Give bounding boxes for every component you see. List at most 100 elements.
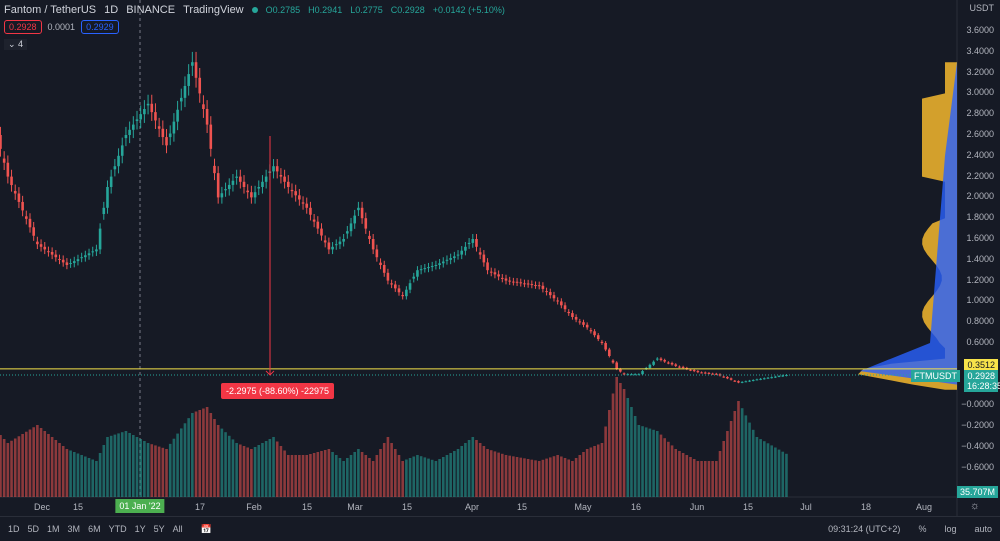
settings-icon[interactable]: ☼ xyxy=(969,500,980,512)
candle xyxy=(198,77,202,94)
log-toggle[interactable]: log xyxy=(944,524,957,534)
y-tick-label: −0.6000 xyxy=(961,461,994,472)
volume-bar xyxy=(224,432,227,497)
bottom-toolbar: 1D 5D 1M 3M 6M YTD 1Y 5Y All 📅 09:31:24 (UTC+2) … xyxy=(0,516,1000,541)
candle xyxy=(600,341,604,343)
volume-bar xyxy=(563,458,567,497)
candle xyxy=(179,97,183,102)
volume-bar xyxy=(231,439,235,497)
interval: 1D xyxy=(104,4,119,16)
volume-bar xyxy=(349,455,353,497)
candle xyxy=(135,119,139,121)
price-chart[interactable] xyxy=(0,0,1000,516)
range-1y[interactable]: 1Y xyxy=(134,524,146,534)
buy-button[interactable]: 0.2929 xyxy=(81,20,119,34)
candle xyxy=(6,162,10,177)
volume-bar xyxy=(471,437,475,497)
volume-bar xyxy=(630,407,633,497)
volume-bar xyxy=(611,393,615,497)
range-1d[interactable]: 1D xyxy=(8,524,20,534)
candle xyxy=(681,366,685,368)
candle xyxy=(567,311,571,314)
volume-bar xyxy=(700,461,703,497)
candle xyxy=(508,280,511,282)
volume-bar xyxy=(552,456,556,497)
volume-bar xyxy=(172,438,176,497)
candle xyxy=(54,254,58,258)
candle xyxy=(537,285,541,287)
volume-bar xyxy=(486,449,489,497)
sell-button[interactable]: 0.2928 xyxy=(4,20,42,34)
candle xyxy=(401,295,404,297)
range-1m[interactable]: 1M xyxy=(47,524,60,534)
volume-bar xyxy=(327,449,331,497)
volume-bar xyxy=(405,459,408,497)
candle xyxy=(722,376,726,378)
volume-bar xyxy=(187,418,190,497)
currency-label[interactable]: USDT xyxy=(969,3,995,13)
volume-bar xyxy=(132,435,135,497)
volume-bar xyxy=(722,441,726,497)
range-3m[interactable]: 3M xyxy=(67,524,81,534)
clock[interactable]: 09:31:24 (UTC+2) xyxy=(828,524,901,534)
candle xyxy=(102,207,106,215)
range-all[interactable]: All xyxy=(172,524,183,534)
date-range-icon[interactable]: 📅 xyxy=(200,523,212,534)
volume-bar xyxy=(216,425,220,497)
candle xyxy=(50,252,54,255)
volume-bar xyxy=(512,456,515,497)
candle xyxy=(364,218,368,229)
candle xyxy=(58,259,61,261)
volume-bar xyxy=(213,419,216,497)
percent-toggle[interactable]: % xyxy=(918,524,927,534)
candle xyxy=(471,239,475,243)
line-price-tag: 0.3512 xyxy=(964,359,998,371)
candle xyxy=(737,381,740,383)
volume-bar xyxy=(781,451,785,497)
candle xyxy=(604,343,607,350)
volume-bar xyxy=(394,449,397,497)
candle xyxy=(264,176,268,182)
volume-bar xyxy=(39,428,43,497)
volume-bar xyxy=(32,427,35,497)
candle xyxy=(224,189,227,191)
x-tick-label: 15 xyxy=(72,502,84,512)
range-6m[interactable]: 6M xyxy=(88,524,101,534)
x-tick-label: Jul xyxy=(800,502,812,512)
y-tick-label: 0.8000 xyxy=(966,316,994,327)
candle xyxy=(69,263,72,265)
candle xyxy=(486,262,489,271)
volume-bar xyxy=(526,459,530,497)
candle xyxy=(556,300,559,302)
candle xyxy=(582,322,585,325)
volume-bar xyxy=(346,458,349,497)
volume-bar xyxy=(748,422,751,497)
candle xyxy=(445,259,449,261)
range-5d[interactable]: 5D xyxy=(27,524,40,534)
volume-bar xyxy=(589,447,593,497)
candle xyxy=(143,109,146,115)
volume-bar xyxy=(685,455,689,497)
symbol-name[interactable]: Fantom / TetherUS xyxy=(4,4,97,16)
auto-toggle[interactable]: auto xyxy=(974,524,992,534)
volume-bar xyxy=(320,451,323,497)
candle xyxy=(777,376,781,378)
candle xyxy=(242,181,246,187)
volume-bar xyxy=(257,445,261,497)
range-ytd[interactable]: YTD xyxy=(108,524,127,534)
volume-bar xyxy=(301,455,305,497)
indicators-toggle[interactable]: ⌄ 4 xyxy=(4,39,28,50)
candle xyxy=(61,259,65,263)
candle xyxy=(261,181,264,187)
volume-bar xyxy=(689,457,692,497)
market-open-icon xyxy=(251,7,258,13)
candle xyxy=(733,380,737,382)
volume-bar xyxy=(316,452,320,497)
candle xyxy=(213,165,216,174)
volume-bar xyxy=(194,411,198,497)
volume-bar xyxy=(364,455,368,497)
candle xyxy=(412,276,416,279)
volume-bar xyxy=(777,449,781,497)
candle xyxy=(360,207,364,219)
range-5y[interactable]: 5Y xyxy=(153,524,165,534)
